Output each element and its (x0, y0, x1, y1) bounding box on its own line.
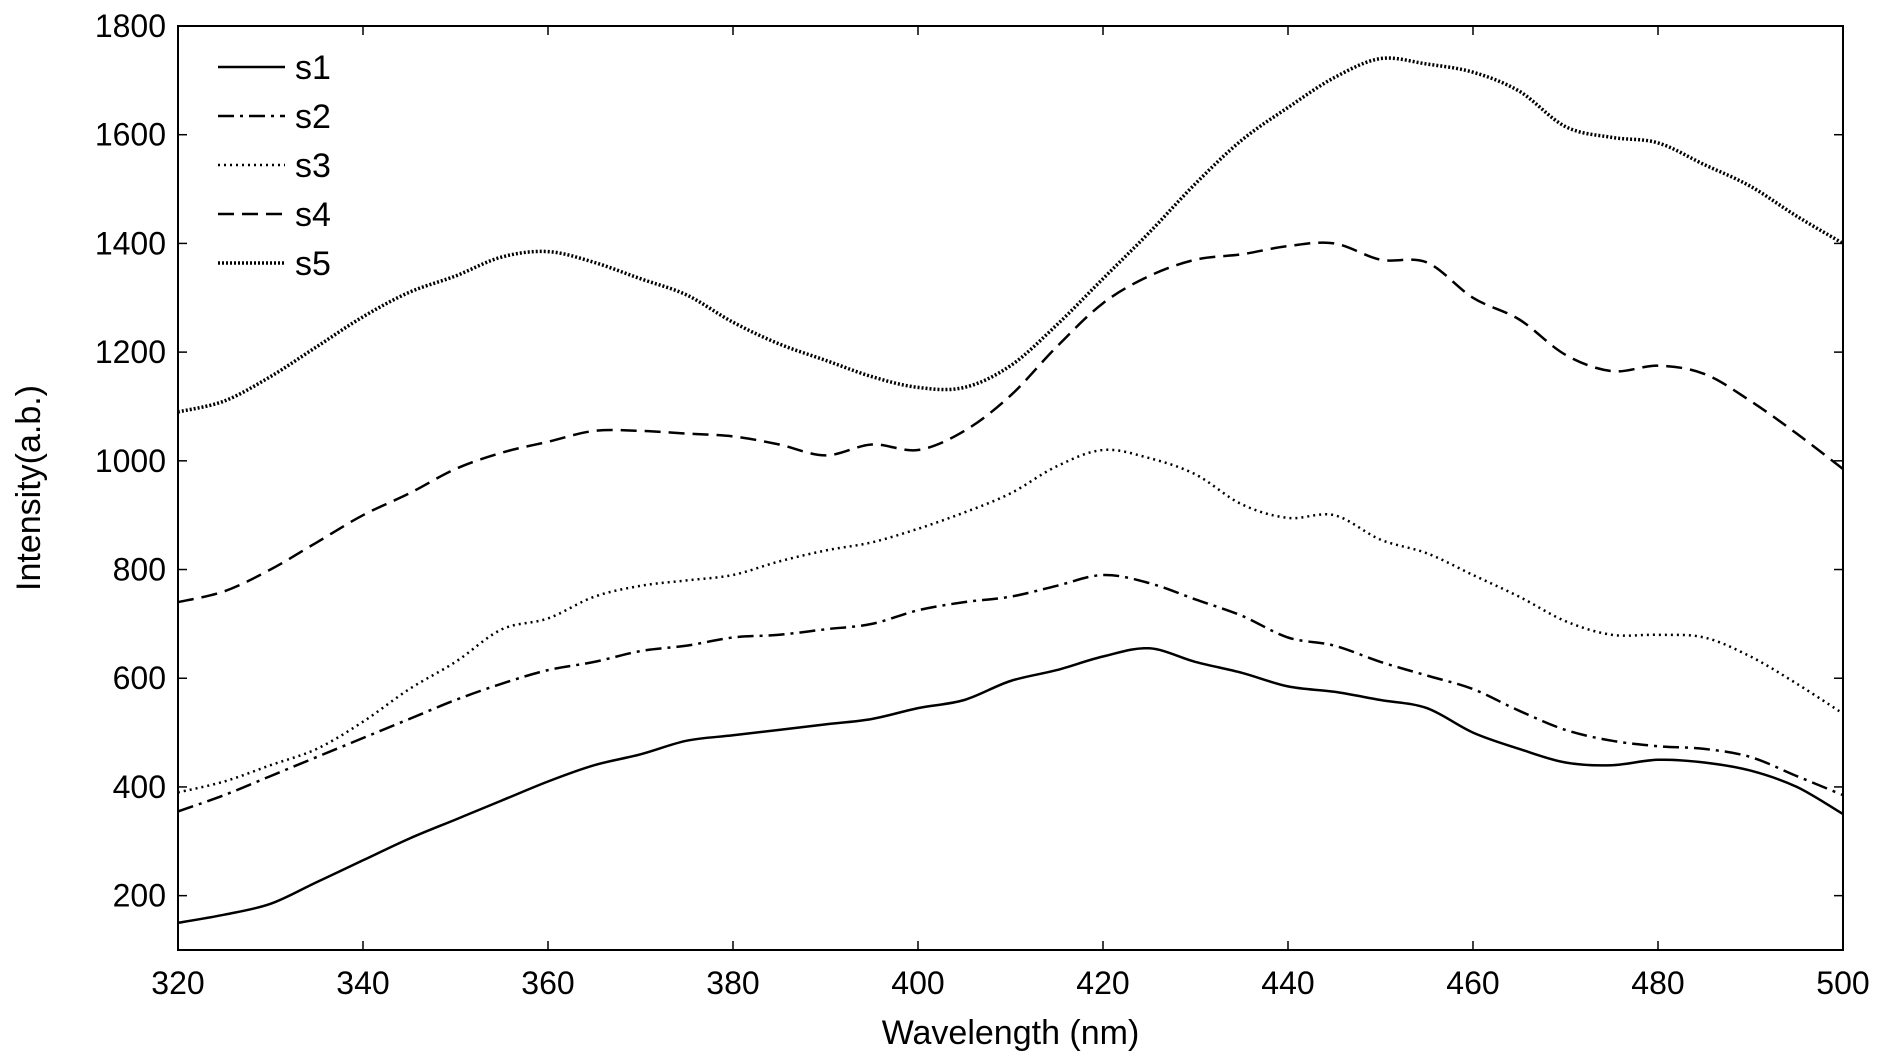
axis-ticks: 320 340 360 380 400 420 440 460 480 500 200 400 600 8… (95, 8, 1870, 1001)
y-tick-label: 1000 (95, 443, 166, 479)
legend: s1 s2 s3 s4 s5 (218, 49, 331, 283)
legend-label-s3: s3 (295, 147, 331, 185)
x-tick-label: 420 (1076, 965, 1129, 1001)
series-lines (177, 56, 1844, 925)
series-line-s5 (177, 56, 1844, 414)
y-tick-label: 600 (113, 660, 166, 696)
x-tick-label: 320 (151, 965, 204, 1001)
x-tick-label: 440 (1261, 965, 1314, 1001)
plot-frame (177, 25, 1844, 951)
y-tick-label: 200 (113, 878, 166, 914)
series-line-s3 (177, 448, 1844, 794)
y-tick-label: 1800 (95, 8, 166, 44)
x-tick-label: 460 (1446, 965, 1499, 1001)
series-line-s4 (177, 241, 1844, 604)
y-tick-label: 1200 (95, 334, 166, 370)
x-tick-label: 380 (706, 965, 759, 1001)
x-tick-label: 480 (1631, 965, 1684, 1001)
y-tick-label: 1400 (95, 225, 166, 261)
y-axis-title: Intensity(a.b.) (10, 385, 48, 591)
legend-label-s1: s1 (295, 49, 331, 87)
series-line-s1 (177, 646, 1844, 925)
legend-label-s5: s5 (295, 245, 331, 283)
x-axis-title: Wavelength (nm) (882, 1014, 1140, 1052)
y-tick-label: 400 (113, 769, 166, 805)
y-tick-label: 800 (113, 552, 166, 588)
legend-label-s4: s4 (295, 196, 331, 234)
series-line-s2 (177, 573, 1844, 813)
x-tick-label: 500 (1816, 965, 1869, 1001)
y-tick-label: 1600 (95, 117, 166, 153)
x-tick-label: 360 (521, 965, 574, 1001)
x-tick-label: 400 (891, 965, 944, 1001)
legend-label-s2: s2 (295, 98, 331, 136)
x-tick-label: 340 (336, 965, 389, 1001)
